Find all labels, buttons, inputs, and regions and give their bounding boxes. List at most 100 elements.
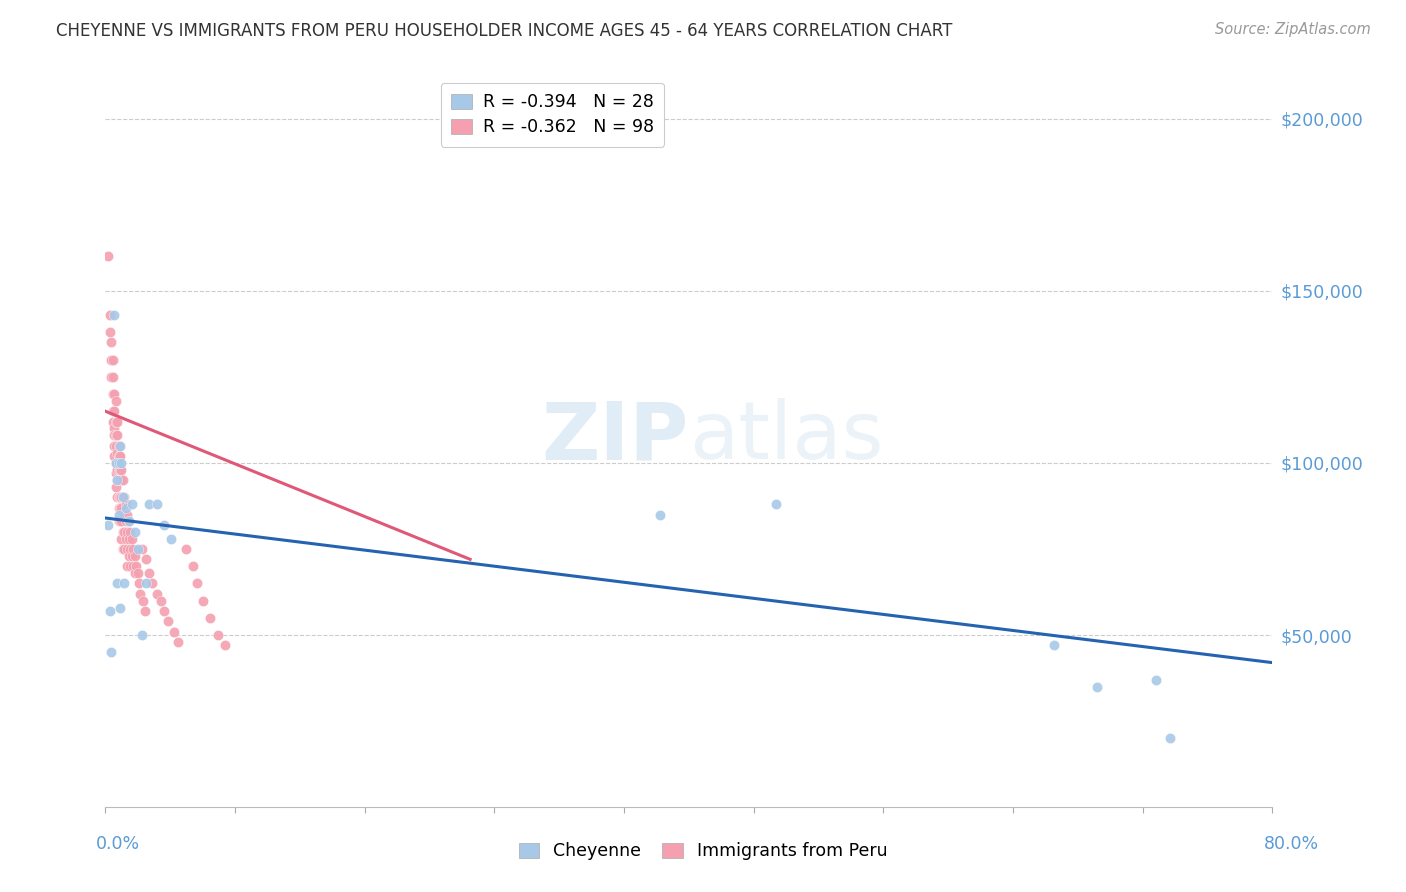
Point: [101, 352, 124, 367]
Point: [97, 249, 120, 263]
Point: [104, 456, 127, 470]
Point: [108, 515, 131, 529]
Point: [118, 515, 141, 529]
Point: [167, 635, 190, 649]
Point: [110, 463, 132, 477]
Point: [111, 508, 134, 522]
Point: [105, 445, 128, 459]
Point: [112, 576, 135, 591]
Point: [112, 508, 135, 522]
Point: [104, 393, 127, 408]
Point: [103, 439, 125, 453]
Point: [112, 524, 135, 539]
Text: Source: ZipAtlas.com: Source: ZipAtlas.com: [1215, 22, 1371, 37]
Text: CHEYENNE VS IMMIGRANTS FROM PERU HOUSEHOLDER INCOME AGES 45 - 64 YEARS CORRELATI: CHEYENNE VS IMMIGRANTS FROM PERU HOUSEHO…: [56, 22, 953, 40]
Point: [97, 517, 120, 532]
Point: [104, 480, 127, 494]
Point: [124, 566, 146, 580]
Point: [103, 428, 125, 442]
Point: [110, 532, 132, 546]
Point: [122, 559, 145, 574]
Point: [105, 576, 128, 591]
Point: [105, 491, 128, 505]
Point: [100, 335, 122, 350]
Point: [115, 500, 138, 515]
Point: [105, 463, 128, 477]
Legend: R = -0.394   N = 28, R = -0.362   N = 98: R = -0.394 N = 28, R = -0.362 N = 98: [441, 83, 664, 147]
Point: [214, 639, 236, 653]
Text: 80.0%: 80.0%: [1264, 835, 1319, 853]
Point: [103, 421, 125, 435]
Point: [112, 541, 135, 556]
Point: [107, 473, 129, 487]
Point: [141, 576, 163, 591]
Point: [160, 532, 183, 546]
Point: [107, 463, 129, 477]
Point: [124, 549, 146, 563]
Point: [110, 491, 132, 505]
Point: [115, 515, 138, 529]
Point: [186, 576, 208, 591]
Point: [135, 576, 157, 591]
Point: [100, 369, 122, 384]
Point: [129, 587, 152, 601]
Text: 0.0%: 0.0%: [96, 835, 139, 853]
Point: [117, 524, 139, 539]
Point: [124, 524, 146, 539]
Point: [200, 611, 222, 625]
Text: atlas: atlas: [689, 398, 883, 476]
Point: [103, 449, 125, 463]
Point: [105, 473, 128, 487]
Legend: Cheyenne, Immigrants from Peru: Cheyenne, Immigrants from Peru: [512, 836, 894, 867]
Point: [111, 491, 134, 505]
Point: [107, 456, 129, 470]
Point: [117, 559, 139, 574]
Point: [100, 645, 122, 659]
Point: [125, 559, 148, 574]
Point: [104, 456, 127, 470]
Point: [127, 541, 149, 556]
Point: [107, 491, 129, 505]
Point: [121, 549, 143, 563]
Point: [163, 624, 186, 639]
Point: [127, 566, 149, 580]
Point: [145, 587, 167, 601]
Point: [138, 497, 160, 511]
Point: [108, 463, 131, 477]
Point: [108, 439, 131, 453]
Point: [111, 541, 134, 556]
Point: [108, 600, 131, 615]
Point: [115, 497, 138, 511]
Point: [98, 308, 121, 322]
Point: [103, 404, 125, 418]
Point: [207, 628, 229, 642]
Point: [120, 559, 142, 574]
Point: [104, 415, 127, 429]
Point: [100, 352, 122, 367]
Point: [111, 473, 134, 487]
Point: [108, 491, 131, 505]
Point: [1042, 639, 1064, 653]
Point: [1144, 673, 1167, 687]
Point: [101, 404, 124, 418]
Point: [98, 604, 121, 618]
Point: [153, 517, 174, 532]
Point: [117, 541, 139, 556]
Point: [157, 615, 180, 629]
Point: [105, 473, 128, 487]
Point: [108, 500, 131, 515]
Point: [135, 552, 157, 566]
Point: [1087, 680, 1109, 694]
Point: [134, 604, 156, 618]
Point: [111, 491, 134, 505]
Point: [104, 428, 127, 442]
Point: [1159, 731, 1181, 746]
Point: [98, 325, 121, 339]
Point: [153, 604, 174, 618]
Point: [765, 497, 787, 511]
Point: [118, 532, 141, 546]
Point: [193, 593, 215, 607]
Point: [104, 467, 127, 481]
Point: [110, 456, 132, 470]
Point: [181, 559, 204, 574]
